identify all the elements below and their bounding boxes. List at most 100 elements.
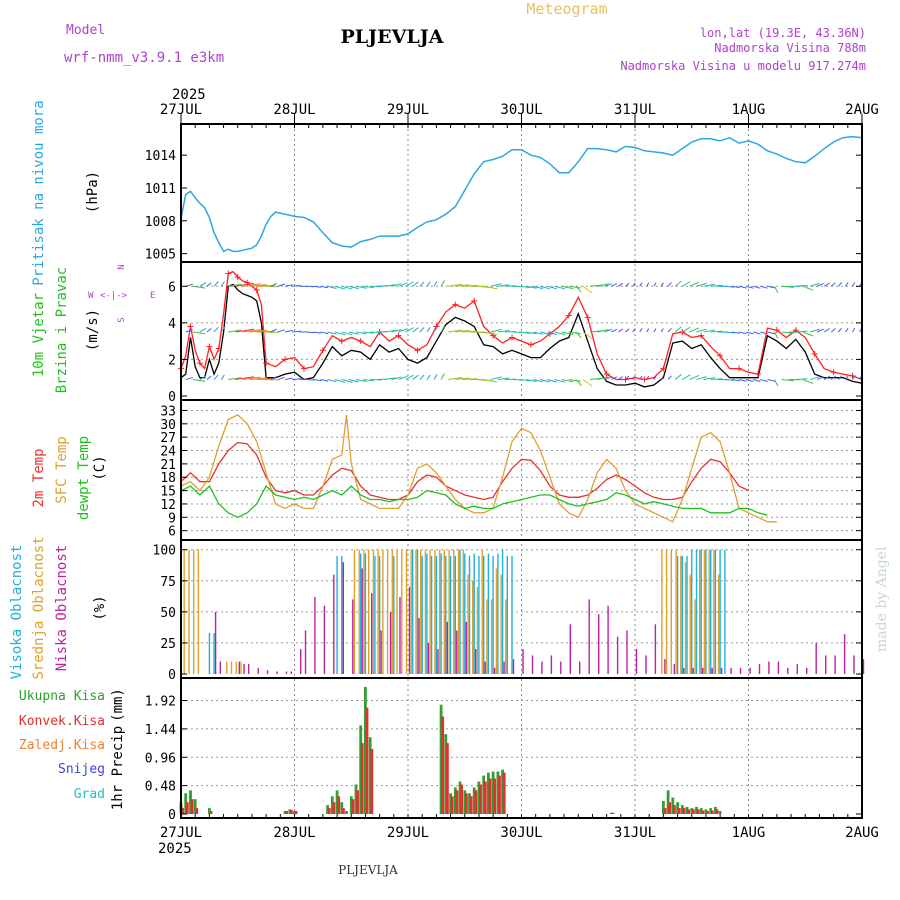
clouds-bar [300, 649, 302, 674]
wind-direction-arrow [632, 328, 636, 333]
wind-direction-arrow [547, 285, 557, 290]
wind-gust-marker [811, 350, 818, 357]
wind-direction-arrow [852, 375, 856, 380]
wind-direction-arrow [284, 284, 293, 287]
clouds-bar [495, 568, 498, 674]
clouds-bar [443, 549, 445, 674]
grid-layer [181, 124, 862, 818]
clouds-bar [427, 642, 430, 674]
clouds-bar [445, 555, 447, 674]
wind-direction-arrow [497, 284, 510, 287]
wind-direction-arrow [433, 280, 438, 287]
precip-bar [450, 796, 454, 814]
wind-direction-arrow [625, 328, 630, 333]
elevation-label: Nadmorska Visina 788m [714, 41, 866, 55]
wind-gust-marker [754, 371, 761, 378]
wind-direction-arrow [228, 329, 242, 333]
wind-gust-marker [206, 343, 213, 350]
precip-bar [493, 778, 497, 814]
wind-direction-arrow [284, 329, 293, 333]
wind-direction-arrow [519, 285, 531, 289]
station-title: PLJEVLJA [341, 26, 444, 48]
precip-bar [488, 778, 492, 814]
clouds-bar [665, 549, 668, 674]
wind-direction-arrow [746, 331, 754, 335]
wind-direction-arrow [561, 331, 574, 335]
clouds-bar [364, 553, 367, 674]
year-top-label: 2025 [172, 87, 206, 103]
precip-bar [193, 799, 197, 814]
wind-direction-arrow [547, 331, 557, 335]
pressure-ytick-label: 1008 [145, 215, 176, 230]
wind-direction-arrow [213, 374, 219, 380]
wind-direction-arrow [526, 285, 537, 289]
precip-bar [487, 772, 490, 814]
clouds-bar [843, 634, 846, 674]
wind-direction-arrow [370, 331, 382, 333]
wind-direction-arrow [526, 379, 537, 382]
clouds-bar [683, 667, 685, 674]
wind-direction-arrow [199, 282, 207, 287]
wind-direction-arrow [242, 376, 261, 381]
clouds-bar [464, 553, 466, 674]
temperature-sfc-temp-line [180, 414, 777, 523]
wind-ylabel: 10m Vjetar [31, 293, 47, 377]
clouds-bar [616, 636, 619, 674]
wind-direction-arrow [611, 376, 618, 380]
pressure-ylabel: Pritisak na nivou mora [31, 100, 47, 285]
precip-bar [668, 802, 672, 814]
precip-bar [337, 796, 341, 814]
precip-bar [370, 749, 374, 814]
wind-direction-arrow [597, 283, 609, 287]
precip-bar [704, 809, 708, 814]
clouds-bar [285, 671, 288, 674]
wind-direction-arrow [398, 282, 408, 287]
wind-direction-arrow [781, 285, 795, 288]
clouds-bar [714, 549, 717, 674]
wind-direction-arrow [419, 281, 425, 287]
wind-ylabel-2: Brzina i Pravac [54, 267, 70, 393]
clouds-bar [692, 667, 694, 674]
precip-legend-snow: Snijeg [58, 762, 105, 777]
clouds-bar [276, 671, 278, 674]
temp-ylabel-2: SFC Temp [54, 436, 70, 503]
wind-direction-arrow [625, 375, 630, 380]
wind-direction-arrow [284, 377, 293, 381]
clouds-bar [749, 667, 751, 674]
temp-ylabel-3: dewpt Temp [76, 436, 92, 520]
clouds-bar [497, 553, 499, 674]
temperature-ytick-label: 12 [160, 498, 176, 513]
wind-direction-arrow [363, 285, 375, 289]
precip-legend-grad: Grad [74, 787, 105, 802]
wind-direction-arrow [781, 331, 795, 334]
wind-gust-marker [452, 301, 459, 308]
clouds-bar [437, 649, 439, 674]
clouds-bar [467, 574, 469, 674]
clouds-bar [684, 562, 687, 674]
wind-direction-arrow [837, 375, 842, 380]
wind-direction-arrow [455, 329, 470, 333]
wind-gust-marker [196, 360, 203, 367]
wind-direction-arrow [845, 282, 849, 287]
precip-bar [706, 811, 709, 814]
clouds-bar [426, 553, 428, 674]
clouds-bar [700, 549, 702, 674]
wind-direction-arrow [760, 331, 768, 335]
clouds-bar [378, 555, 381, 674]
wind-direction-arrow [639, 282, 643, 287]
clouds-bar [401, 549, 403, 674]
wind-direction-arrow [391, 329, 402, 333]
clouds-bar [342, 562, 344, 674]
clouds-bar [550, 655, 553, 674]
clouds-bar [711, 667, 713, 674]
wind-direction-arrow [292, 378, 301, 381]
wind-direction-arrow [398, 375, 408, 381]
precip-bar [687, 809, 690, 814]
clouds-bar [702, 667, 704, 674]
precip-bar [444, 734, 448, 814]
precip-bar [472, 787, 476, 814]
clouds-bar [681, 555, 683, 674]
wind-direction-arrow [220, 374, 225, 380]
temperature-ytick-label: 27 [160, 431, 176, 446]
